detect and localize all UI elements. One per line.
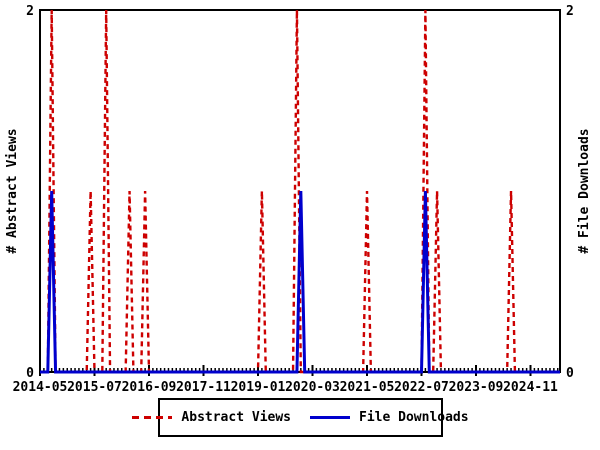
x-tick-label: 2015-07 bbox=[67, 380, 122, 395]
legend-label-file-downloads: File Downloads bbox=[359, 410, 469, 425]
y-axis-label-right: # File Downloads bbox=[577, 128, 592, 253]
y-tick-label-right: 0 bbox=[566, 366, 574, 381]
y-axis-label-left: # Abstract Views bbox=[5, 128, 20, 253]
x-tick-label: 2014-05 bbox=[13, 380, 68, 395]
x-tick-label: 2020-03 bbox=[285, 380, 340, 395]
x-tick-label: 2024-11 bbox=[503, 380, 558, 395]
legend-sample-abstract-views-dashed-line bbox=[132, 416, 173, 419]
legend-sample-file-downloads-solid-line bbox=[310, 416, 350, 419]
x-tick-label: 2023-09 bbox=[449, 380, 504, 395]
x-tick-label: 2017-11 bbox=[176, 380, 231, 395]
y-tick-label-right: 2 bbox=[566, 4, 574, 19]
series-line-file-downloads bbox=[40, 190, 560, 374]
series-line-abstract-views bbox=[40, 9, 560, 374]
x-tick-label: 2016-09 bbox=[122, 380, 177, 395]
x-tick-label: 2021-05 bbox=[340, 380, 395, 395]
legend-label-abstract-views: Abstract Views bbox=[181, 410, 291, 425]
y-tick-label-left: 2 bbox=[26, 4, 34, 19]
x-tick-label: 2019-01 bbox=[231, 380, 286, 395]
legend: Abstract Views File Downloads bbox=[132, 398, 469, 437]
y-tick-label-left: 0 bbox=[26, 366, 34, 381]
x-tick-label: 2022-07 bbox=[394, 380, 449, 395]
